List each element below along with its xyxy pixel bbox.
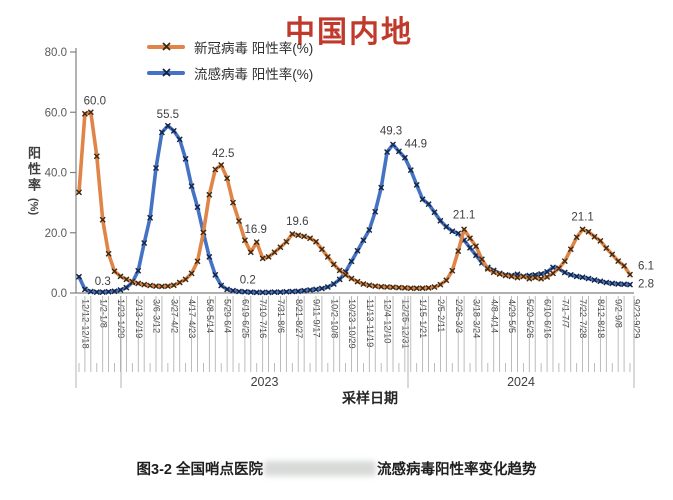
x-marker-icon bbox=[162, 67, 171, 77]
caption-redacted-blur bbox=[264, 461, 376, 476]
x-marker-icon bbox=[162, 41, 171, 51]
svg-text:9/23-9/29: 9/23-9/29 bbox=[632, 299, 642, 338]
svg-text:2/5-2/11: 2/5-2/11 bbox=[436, 299, 446, 332]
svg-text:8/12-8/18: 8/12-8/18 bbox=[596, 299, 606, 338]
svg-text:8/21-8/27: 8/21-8/27 bbox=[294, 299, 304, 338]
svg-text:42.5: 42.5 bbox=[212, 148, 234, 160]
legend-item-flu: 流感病毒 阳性率(%) bbox=[147, 64, 314, 82]
caption-prefix: 图3-2 全国哨点医院 bbox=[136, 462, 264, 478]
svg-text:2/13-2/19: 2/13-2/19 bbox=[134, 299, 144, 338]
svg-text:60.0: 60.0 bbox=[84, 95, 106, 107]
svg-text:6.1: 6.1 bbox=[638, 261, 654, 273]
svg-text:12/25-12/31: 12/25-12/31 bbox=[400, 299, 410, 349]
svg-text:0.0: 0.0 bbox=[51, 288, 67, 300]
svg-text:5/8-5/14: 5/8-5/14 bbox=[205, 299, 215, 333]
svg-text:2/26-3/3: 2/26-3/3 bbox=[454, 299, 464, 333]
svg-text:0.2: 0.2 bbox=[240, 274, 256, 286]
svg-text:2024: 2024 bbox=[507, 375, 535, 389]
svg-text:9/11-9/17: 9/11-9/17 bbox=[312, 299, 322, 338]
svg-text:3/6-3/12: 3/6-3/12 bbox=[152, 299, 162, 333]
svg-text:6/10-6/16: 6/10-6/16 bbox=[543, 299, 553, 338]
svg-text:1/2-1/8: 1/2-1/8 bbox=[98, 299, 108, 328]
svg-text:21.1: 21.1 bbox=[571, 211, 593, 223]
svg-text:19.6: 19.6 bbox=[286, 216, 308, 228]
y-axis-title: 阳性率 (%) bbox=[26, 146, 41, 216]
svg-text:0.3: 0.3 bbox=[95, 276, 111, 288]
svg-text:10/2-10/8: 10/2-10/8 bbox=[329, 299, 339, 338]
figure-caption: 图3-2 全国哨点医院 流感病毒阳性率变化趋势 bbox=[0, 458, 673, 479]
svg-text:1/15-1/21: 1/15-1/21 bbox=[418, 299, 428, 338]
covid-line-sample bbox=[147, 41, 185, 51]
svg-text:6/19-6/25: 6/19-6/25 bbox=[240, 299, 250, 338]
svg-text:9/2-9/8: 9/2-9/8 bbox=[614, 299, 624, 328]
svg-text:10/23-10/29: 10/23-10/29 bbox=[347, 299, 357, 349]
svg-text:7/10-7/16: 7/10-7/16 bbox=[258, 299, 268, 338]
svg-text:5/20-5/26: 5/20-5/26 bbox=[525, 299, 535, 338]
svg-text:49.3: 49.3 bbox=[380, 125, 402, 137]
svg-text:7/22-7/28: 7/22-7/28 bbox=[578, 299, 588, 338]
svg-text:4/17-4/23: 4/17-4/23 bbox=[187, 299, 197, 338]
svg-text:20.0: 20.0 bbox=[45, 228, 67, 240]
svg-text:16.9: 16.9 bbox=[245, 224, 267, 236]
legend-label-flu: 流感病毒 阳性率(%) bbox=[194, 66, 314, 82]
legend-item-covid: 新冠病毒 阳性率(%) bbox=[147, 38, 314, 56]
legend: 新冠病毒 阳性率(%) 流感病毒 阳性率(%) bbox=[147, 38, 314, 82]
svg-text:60.0: 60.0 bbox=[45, 107, 67, 119]
chart-title: 中国内地 bbox=[285, 16, 413, 49]
svg-text:2.8: 2.8 bbox=[638, 279, 654, 291]
svg-text:7/31-8/6: 7/31-8/6 bbox=[276, 299, 286, 333]
svg-text:55.5: 55.5 bbox=[157, 109, 179, 121]
svg-text:4/8-4/14: 4/8-4/14 bbox=[489, 299, 499, 333]
svg-text:采样日期: 采样日期 bbox=[341, 390, 398, 406]
svg-text:12/4-12/10: 12/4-12/10 bbox=[383, 299, 393, 343]
svg-text:3/18-3/24: 3/18-3/24 bbox=[472, 299, 482, 338]
legend-label-covid: 新冠病毒 阳性率(%) bbox=[194, 40, 314, 56]
chart-canvas: 12/12-12/181/2-1/81/23-1/292/13-2/193/6-… bbox=[45, 47, 654, 406]
svg-text:3/27-4/2: 3/27-4/2 bbox=[169, 299, 179, 333]
caption-suffix: 流感病毒阳性率变化趋势 bbox=[377, 462, 537, 478]
svg-text:80.0: 80.0 bbox=[45, 47, 67, 59]
svg-text:4/29-5/5: 4/29-5/5 bbox=[507, 299, 517, 333]
svg-text:5/29-6/4: 5/29-6/4 bbox=[223, 299, 233, 333]
svg-text:7/1-7/7: 7/1-7/7 bbox=[560, 299, 570, 328]
svg-text:40.0: 40.0 bbox=[45, 168, 67, 180]
svg-text:11/13-11/19: 11/13-11/19 bbox=[365, 299, 375, 347]
svg-text:21.1: 21.1 bbox=[453, 209, 475, 221]
flu-line-sample bbox=[147, 67, 185, 77]
svg-text:2023: 2023 bbox=[251, 375, 279, 389]
svg-text:44.9: 44.9 bbox=[405, 139, 427, 151]
svg-text:12/12-12/18: 12/12-12/18 bbox=[81, 299, 91, 349]
